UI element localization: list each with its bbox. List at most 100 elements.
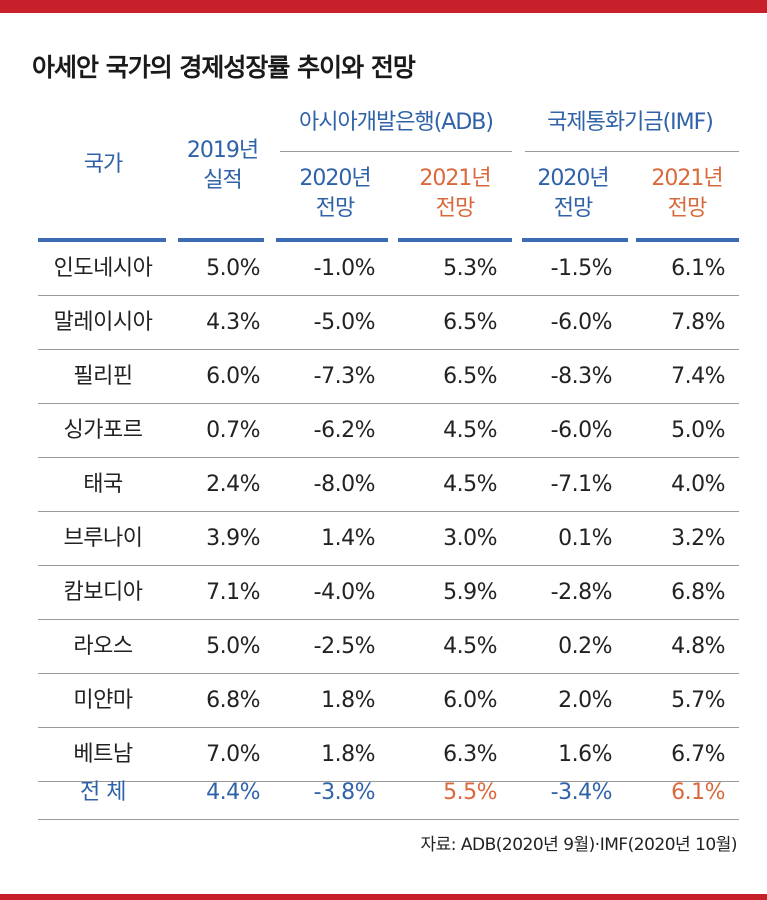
header-imf-2021-year: 2021년 <box>651 166 723 191</box>
header-2019-actual: 2019년 실적 <box>170 136 275 196</box>
cell-imf-2020: -2.8% <box>550 580 613 605</box>
cell-imf-2021: 7.4% <box>671 364 725 389</box>
cell-total-label: 전 체 <box>80 780 126 805</box>
header-imf-2021: 2021년 전망 <box>632 164 742 224</box>
cell-country: 필리핀 <box>73 364 133 389</box>
table-row: 필리핀 6.0% -7.3% 6.5% -8.3% 7.4% <box>0 350 767 404</box>
cell-2019-actual: 4.3% <box>206 310 260 335</box>
table-total-row: 전 체 4.4% -3.8% 5.5% -3.4% 6.1% <box>0 766 767 820</box>
cell-2019-actual: 7.0% <box>206 742 260 767</box>
header-adb-2020: 2020년 전망 <box>280 164 390 224</box>
row-divider <box>38 457 739 458</box>
cell-adb-2020: -1.0% <box>313 256 376 281</box>
cell-2019-actual: 0.7% <box>206 418 260 443</box>
header-adb-divider <box>280 151 512 152</box>
cell-adb-2021: 6.5% <box>443 310 497 335</box>
cell-adb-2020: -5.0% <box>313 310 376 335</box>
cell-total-adb-2021: 5.5% <box>443 780 497 805</box>
cell-country: 태국 <box>83 472 123 497</box>
header-imf-group: 국제통화기금(IMF) <box>547 110 714 135</box>
cell-adb-2021: 6.3% <box>443 742 497 767</box>
cell-adb-2020: -2.5% <box>313 634 376 659</box>
header-imf-2020-sub: 전망 <box>553 196 593 221</box>
cell-adb-2020: 1.8% <box>321 742 375 767</box>
cell-country: 라오스 <box>73 634 133 659</box>
table-row: 캄보디아 7.1% -4.0% 5.9% -2.8% 6.8% <box>0 566 767 620</box>
cell-imf-2021: 7.8% <box>671 310 725 335</box>
cell-total-2019-actual: 4.4% <box>206 780 260 805</box>
cell-adb-2020: -4.0% <box>313 580 376 605</box>
cell-imf-2021: 4.8% <box>671 634 725 659</box>
header-country: 국가 <box>83 152 123 177</box>
table-row: 브루나이 3.9% 1.4% 3.0% 0.1% 3.2% <box>0 512 767 566</box>
header-adb-group: 아시아개발은행(ADB) <box>299 110 494 135</box>
row-divider <box>38 349 739 350</box>
cell-country: 브루나이 <box>63 526 143 551</box>
bottom-red-bar <box>0 894 767 900</box>
header-underline <box>178 238 264 242</box>
cell-total-imf-2020: -3.4% <box>550 780 613 805</box>
cell-total-imf-2021: 6.1% <box>671 780 725 805</box>
header-adb-2021-year: 2021년 <box>419 166 491 191</box>
cell-country: 싱가포르 <box>63 418 143 443</box>
row-divider <box>38 673 739 674</box>
top-red-bar <box>0 0 767 13</box>
header-imf-2021-sub: 전망 <box>667 196 707 221</box>
header-underline <box>38 238 166 242</box>
cell-adb-2020: -7.3% <box>313 364 376 389</box>
cell-imf-2021: 6.7% <box>671 742 725 767</box>
header-underline <box>522 238 628 242</box>
row-divider <box>38 403 739 404</box>
cell-imf-2020: 0.2% <box>558 634 612 659</box>
header-imf-divider <box>525 151 739 152</box>
cell-adb-2021: 3.0% <box>443 526 497 551</box>
header-adb-2021-sub: 전망 <box>435 196 475 221</box>
header-underline <box>276 238 388 242</box>
page-title: 아세안 국가의 경제성장률 추이와 전망 <box>32 53 416 82</box>
cell-2019-actual: 2.4% <box>206 472 260 497</box>
row-divider <box>38 781 739 782</box>
header-underline <box>636 238 739 242</box>
table-row: 베트남 7.0% 1.8% 6.3% 1.6% 6.7% <box>0 728 767 782</box>
row-divider <box>38 619 739 620</box>
cell-adb-2021: 6.5% <box>443 364 497 389</box>
cell-2019-actual: 5.0% <box>206 256 260 281</box>
cell-imf-2021: 4.0% <box>671 472 725 497</box>
cell-adb-2021: 6.0% <box>443 688 497 713</box>
row-divider <box>38 819 739 820</box>
cell-adb-2021: 4.5% <box>443 418 497 443</box>
header-adb-2021: 2021년 전망 <box>400 164 510 224</box>
source-note: 자료: ADB(2020년 9월)·IMF(2020년 10월) <box>420 835 737 855</box>
table-row: 라오스 5.0% -2.5% 4.5% 0.2% 4.8% <box>0 620 767 674</box>
cell-2019-actual: 5.0% <box>206 634 260 659</box>
cell-adb-2021: 4.5% <box>443 472 497 497</box>
cell-country: 캄보디아 <box>63 580 143 605</box>
header-imf-2020: 2020년 전망 <box>518 164 628 224</box>
header-adb-2020-year: 2020년 <box>299 166 371 191</box>
cell-imf-2021: 6.1% <box>671 256 725 281</box>
cell-adb-2020: -6.2% <box>313 418 376 443</box>
cell-imf-2021: 5.0% <box>671 418 725 443</box>
cell-imf-2020: -1.5% <box>550 256 613 281</box>
cell-country: 베트남 <box>73 742 133 767</box>
cell-imf-2020: 2.0% <box>558 688 612 713</box>
header-imf-2020-year: 2020년 <box>537 166 609 191</box>
cell-adb-2021: 5.3% <box>443 256 497 281</box>
row-divider <box>38 295 739 296</box>
header-underline <box>398 238 512 242</box>
cell-imf-2020: -7.1% <box>550 472 613 497</box>
table-row: 인도네시아 5.0% -1.0% 5.3% -1.5% 6.1% <box>0 242 767 296</box>
cell-country: 말레이시아 <box>53 310 153 335</box>
header-2019-sub: 실적 <box>203 168 242 193</box>
cell-2019-actual: 7.1% <box>206 580 260 605</box>
header-2019-year: 2019년 <box>186 138 259 163</box>
cell-imf-2020: 0.1% <box>558 526 612 551</box>
cell-adb-2021: 5.9% <box>443 580 497 605</box>
cell-imf-2020: -8.3% <box>550 364 613 389</box>
row-divider <box>38 511 739 512</box>
row-divider <box>38 727 739 728</box>
table-row: 말레이시아 4.3% -5.0% 6.5% -6.0% 7.8% <box>0 296 767 350</box>
cell-adb-2021: 4.5% <box>443 634 497 659</box>
cell-imf-2020: -6.0% <box>550 418 613 443</box>
table-row: 미얀마 6.8% 1.8% 6.0% 2.0% 5.7% <box>0 674 767 728</box>
